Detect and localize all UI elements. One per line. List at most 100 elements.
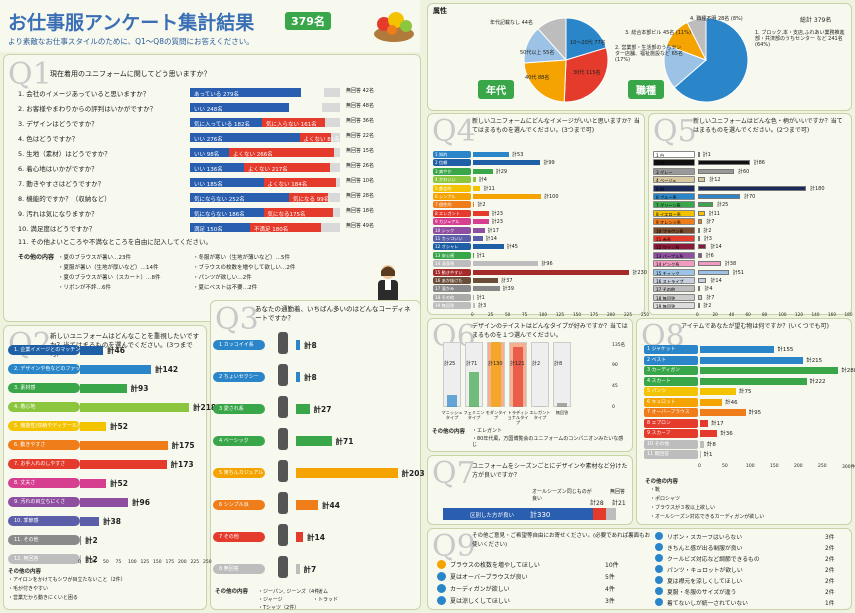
q1-question: 現在着用のユニフォームに関してどう思いますか？ [50,70,211,78]
q1-panel [3,54,421,322]
q2-value: 計52 [110,479,128,488]
q4-bar [473,185,481,191]
q1-bar-na [328,193,340,202]
q9-right-count: 1件 [825,601,835,607]
q4-item-label: 1 知的 [433,151,471,158]
q2-bar [80,365,151,374]
q3-value: 計71 [335,437,354,446]
q6-question: デザインのテイストはどんなタイプが好みですか？当てはまるものを１つ選んでください… [472,323,628,339]
q3-value: 計27 [313,405,332,414]
q1-bar-pos [190,88,301,97]
q4-value: 計53 [512,152,524,158]
q1-bar-pos [190,118,262,127]
q3-figure [278,556,288,578]
q9-left-count: 3件 [605,598,615,605]
q2-item-label: 7. お手入れのしやすさ [8,459,80,469]
q4-item-label: 3 爽やか [433,167,471,175]
q5-tick: 0 [696,312,699,317]
q8-value: 計95 [748,410,762,416]
q4-tick: 250 [641,312,649,317]
q1-na-label: 無回答 10名 [346,178,374,184]
q8-item-label: 1 ジャケット [644,345,698,354]
q2-value: 計93 [130,384,149,393]
q5-item-label: 3 グレー [653,167,695,175]
q9-right-count: 2件 [825,579,835,585]
pie-slice [523,59,567,103]
q8-bar [700,356,804,364]
q1-bar-pos [190,163,244,172]
q1-item-label: 2. お客様やまわりからの評判はいかがですか？ [18,105,157,113]
q1-bar-pos [190,133,300,142]
pie-slice [537,17,567,62]
q6-other-item: ・エレガント [472,428,503,434]
q9-num-icon [437,596,446,605]
q1-item-label: 3. デザインはどうですか？ [18,120,98,128]
q3-question: あなたの通勤着、いちばん多いのはどんなコーディネートですか？ [255,305,411,322]
q2-value: 計175 [171,441,195,450]
q9-num-icon [655,598,663,606]
q9-right-item: 夏は襟元を涼しくしてほしい [667,579,743,585]
q8-tick: 0 [698,464,701,469]
q5-tick: 20 [712,312,718,317]
q5-value: 計6 [705,252,714,259]
q4-bar [473,252,474,258]
age-legend-item: 10～20代 77名 [570,40,606,46]
q4-item-label: 18 その他 [433,293,471,301]
q2-tick: 125 [140,560,150,565]
attr-head: 属性 [433,7,447,15]
q9-right-item: きちんと感が出る制服が良い [667,546,743,552]
q5-value: 計70 [744,194,756,200]
q7-b-label: オールシーズン同じものが良い [532,489,592,502]
q2-bar [80,346,103,355]
q4-item-label: 11 カッコいい [433,235,471,242]
q2-bar [80,384,127,393]
q3-value: 計203 [401,469,425,478]
q1-pos-label: あっている 279名 [194,92,239,98]
q5-item-label: 16 ストライプ [653,277,695,284]
q3-item-label: 2 ちょいセクシー [213,372,265,382]
q5-item-label: 4 ベージュ [653,176,695,184]
q1-bar-neg [299,133,331,142]
q3-item-label: 7 その他 [213,532,265,542]
q8-tick: 250 [818,464,827,469]
q8-other-item: ・ポロシャツ [650,496,681,502]
q8-value: 計288 [841,368,855,374]
q5-tick: 160 [828,312,836,317]
q3-bar [296,564,300,574]
job-pie [663,17,749,103]
q2-bar [80,460,167,469]
age-legend-item: 40代 88名 [525,75,550,81]
q9-num-icon [437,572,446,581]
age-legend-item: 30代 115名 [573,70,601,76]
age-pie [523,17,609,103]
q5-tick: 180 [844,312,853,317]
q8-item-label: 3 カーディガン [644,366,698,375]
q3-other-item: ・ガム [313,589,329,595]
q5-value: 計7 [706,219,715,226]
q3-bar [296,532,303,542]
q5-tick: 140 [811,312,820,317]
q8-item-label: 2 ベスト [644,355,698,365]
q1-bar-neg [263,208,333,217]
q8-tick: 100 [746,464,755,469]
fruit-basket-image [370,4,418,44]
q5-bar [698,252,702,258]
q9-right-item: 着てないしが統一されていない [667,601,748,607]
q4-bar [473,303,476,309]
q4-value: 計11 [483,185,495,192]
q4-item-label: 19 無回答 [433,302,471,310]
q5-bar [698,177,706,183]
q3-item-label: 8 無回答 [213,564,265,574]
q4-bar [473,219,489,225]
q8-item-label: 6 キュロット [644,397,698,407]
q1-bar-neg [262,118,325,127]
q6-value: 計8 [554,361,563,367]
q6-tick: 90 [612,363,618,368]
q1-other-item: ・リボンが不評…6件 [58,285,111,291]
q5-bar [698,210,705,216]
q9-num-icon [655,554,663,562]
q5-tick: 100 [778,312,787,317]
q2-bar [80,441,168,450]
pie-slice [673,17,749,103]
q1-other-head: その他の内容 [18,254,55,261]
